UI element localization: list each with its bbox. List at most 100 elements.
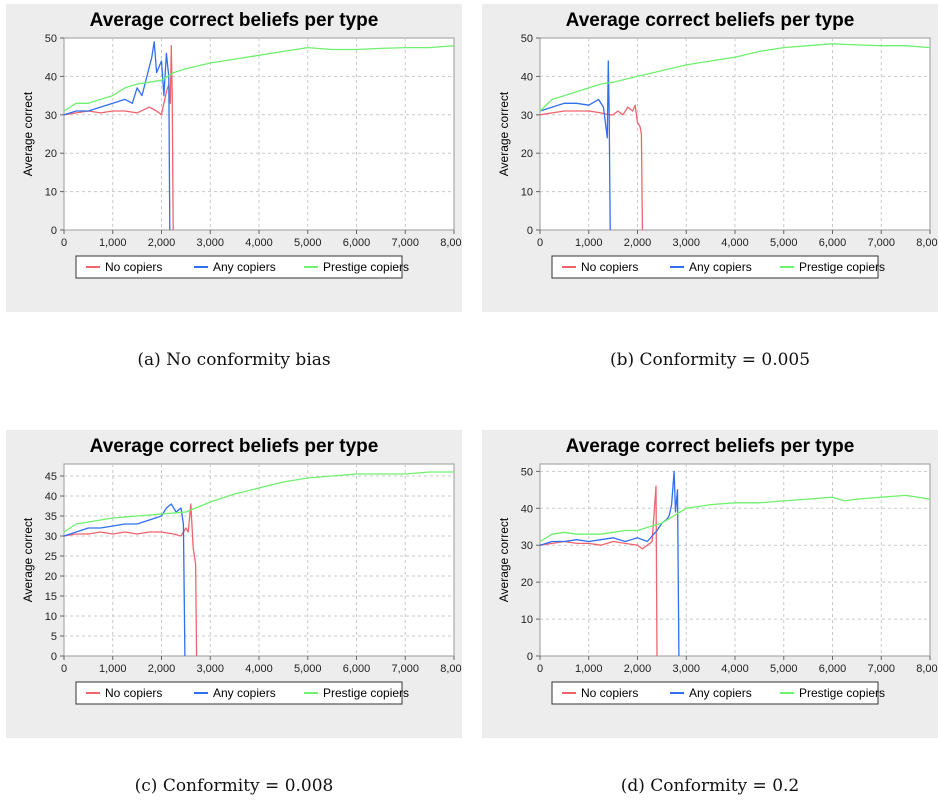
y-tick-label: 20 [45,148,57,160]
chart-c: Average correct beliefs per type 0 1,000 2,… [21,436,462,705]
y-tick-label: 20 [45,571,57,583]
y-tick-label: 20 [521,577,533,589]
y-tick-label: 5 [51,631,57,643]
x-tick-label: 5,000 [770,237,798,249]
y-tick-label: 30 [521,540,533,552]
caption-b: (b) Conformity = 0.005 [609,350,811,370]
y-tick-label: 10 [521,187,533,199]
legend-label: Any copiers [213,686,276,700]
y-tick-label: 40 [45,491,57,503]
x-tick-label: 0 [61,237,67,249]
chart-title: Average correct beliefs per type [566,10,855,31]
y-tick-label: 0 [527,651,533,663]
legend-label: Prestige copiers [799,260,885,274]
x-tick-label: 3,000 [196,237,224,249]
legend-label: Any copiers [689,260,752,274]
x-tick-label: 8,000 [440,237,462,249]
x-tick-label: 4,000 [245,237,273,249]
y-axis-label: Average correct [21,91,35,176]
chart-panel-a: Average correct beliefs per type 0 1,000 2,… [6,4,462,312]
x-tick-label: 5,000 [294,237,322,249]
x-tick-label: 2,000 [148,663,176,675]
x-tick-label: 6,000 [819,237,847,249]
legend [551,255,879,279]
legend-label: No copiers [581,686,638,700]
caption-a: (a) No conformity bias [137,350,331,370]
x-tick-label: 7,000 [391,663,419,675]
y-axis-label: Average correct [497,91,511,176]
legend [75,681,403,705]
chart-panel-b: Average correct beliefs per type 0 1,000 2,… [482,4,938,312]
series-line-prestige-copiers [63,471,454,533]
series-line-prestige-copiers [539,494,931,543]
x-tick-label: 4,000 [721,663,749,675]
x-tick-label: 7,000 [867,237,895,249]
series-line-any-copiers [63,503,186,657]
caption-c: (c) Conformity = 0.008 [134,776,334,796]
x-tick-label: 2,000 [624,663,652,675]
x-tick-label: 7,000 [867,663,895,675]
legend-label: No copiers [105,260,162,274]
series-line-no-copiers [539,104,644,231]
chart-title: Average correct beliefs per type [90,10,379,31]
y-axis-label: Average correct [497,517,511,602]
legend-label: Prestige copiers [323,260,409,274]
y-tick-label: 50 [521,466,533,478]
y-tick-label: 10 [45,187,57,199]
x-tick-label: 8,000 [916,237,938,249]
x-tick-label: 1,000 [575,237,603,249]
legend-label: Any copiers [213,260,276,274]
y-tick-label: 0 [51,651,57,663]
x-tick-label: 4,000 [245,663,273,675]
chart-a: Average correct beliefs per type 0 1,000 2,… [21,10,462,279]
legend-label: No copiers [105,686,162,700]
y-tick-label: 45 [45,471,57,483]
x-tick-label: 6,000 [343,237,371,249]
x-tick-label: 7,000 [391,237,419,249]
x-tick-label: 2,000 [148,237,176,249]
series-line-any-copiers [63,41,171,231]
y-tick-label: 15 [45,591,57,603]
x-tick-label: 8,000 [916,663,938,675]
y-tick-label: 50 [521,33,533,45]
y-tick-label: 40 [521,503,533,515]
x-tick-label: 5,000 [294,663,322,675]
legend [75,255,403,279]
x-tick-label: 4,000 [721,237,749,249]
x-tick-label: 6,000 [343,663,371,675]
series-line-no-copiers [63,45,174,231]
x-tick-label: 5,000 [770,663,798,675]
y-tick-label: 35 [45,511,57,523]
x-tick-label: 1,000 [575,663,603,675]
y-tick-label: 30 [521,110,533,122]
y-tick-label: 20 [521,148,533,160]
x-tick-label: 0 [61,663,67,675]
chart-title: Average correct beliefs per type [566,436,855,457]
x-tick-label: 3,000 [672,663,700,675]
x-tick-label: 1,000 [99,663,127,675]
chart-b: Average correct beliefs per type 0 1,000 2,… [497,10,938,279]
y-tick-label: 40 [45,71,57,83]
x-tick-label: 1,000 [99,237,127,249]
chart-panel-c: Average correct beliefs per type 0 1,000 2,… [6,430,462,738]
x-tick-label: 3,000 [672,237,700,249]
chart-d: Average correct beliefs per type 0 1,000 2,… [497,436,938,705]
x-tick-label: 0 [537,237,543,249]
y-tick-label: 50 [45,33,57,45]
series-line-prestige-copiers [63,45,455,112]
chart-title: Average correct beliefs per type [90,436,379,457]
legend-label: No copiers [581,260,638,274]
x-tick-label: 6,000 [819,663,847,675]
y-tick-label: 40 [521,71,533,83]
y-tick-label: 10 [45,611,57,623]
series-line-any-copiers [539,470,680,657]
y-tick-label: 30 [45,531,57,543]
series-line-prestige-copiers [539,43,931,112]
legend [551,681,879,705]
y-tick-label: 25 [45,551,57,563]
legend-label: Prestige copiers [799,686,885,700]
legend-label: Prestige copiers [323,686,409,700]
y-tick-label: 0 [51,225,57,237]
x-tick-label: 2,000 [624,237,652,249]
y-axis-label: Average correct [21,517,35,602]
